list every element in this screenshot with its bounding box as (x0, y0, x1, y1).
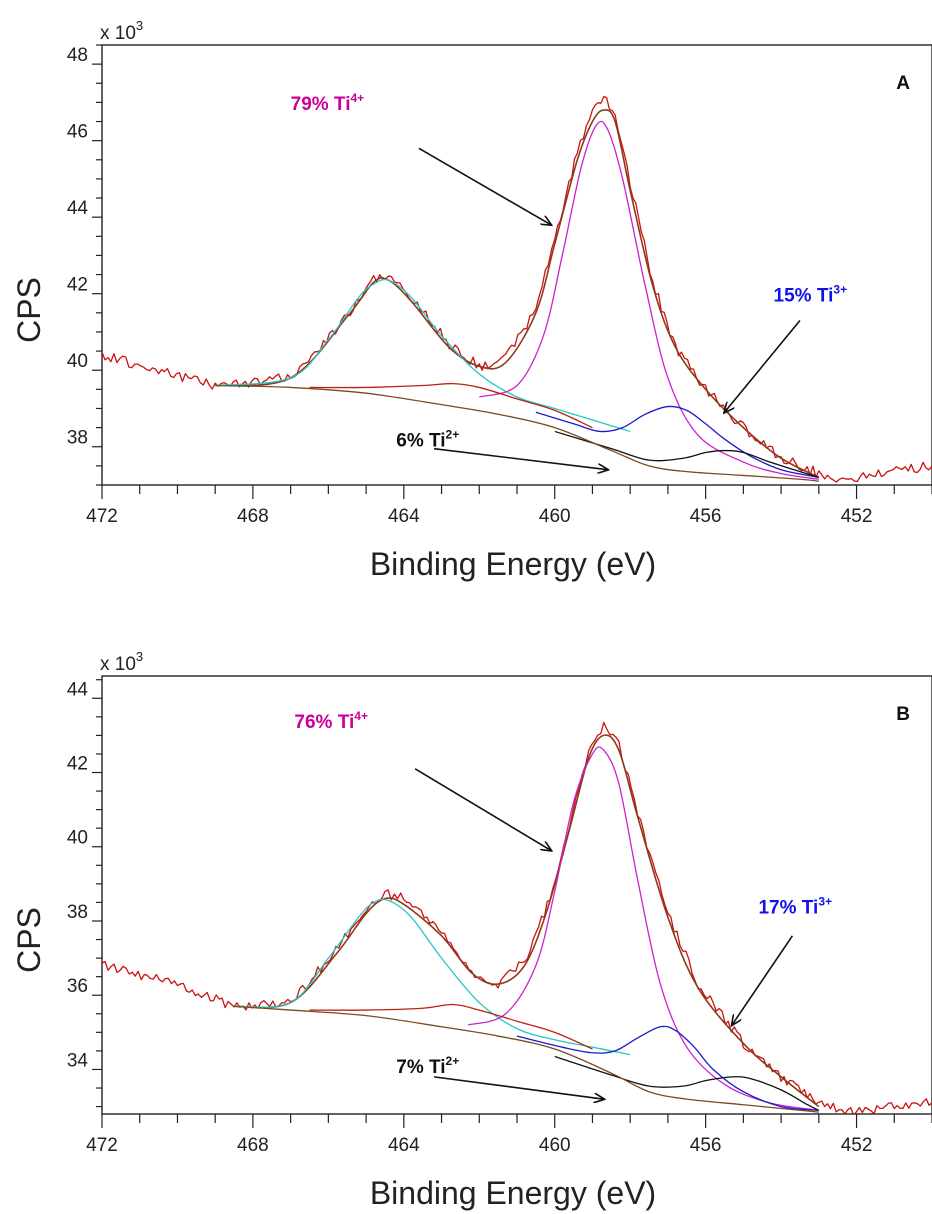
series-line-6 (554, 1055, 820, 1111)
x-tick-label: 472 (86, 1135, 118, 1156)
series-line-7 (309, 1003, 593, 1050)
x-tick-label: 464 (388, 1135, 420, 1156)
x-tick-label: 456 (690, 506, 722, 527)
y-tick-label: 38 (67, 902, 88, 923)
annotation-label: 15% Ti3+ (774, 282, 848, 306)
series-line-4 (467, 746, 819, 1111)
series-line-8 (234, 1005, 819, 1113)
x-tick-label: 460 (539, 506, 571, 527)
peak-annotation-1: 79% Ti4+ (291, 91, 551, 225)
annotation-label: 17% Ti3+ (758, 895, 832, 919)
panel-label: B (896, 704, 910, 725)
series-line-3 (234, 898, 631, 1056)
series-line-1 (102, 721, 932, 1114)
x-tick-label: 472 (86, 506, 118, 527)
chart-panel-a: 472 468 464 460 456 452 38 40 42 44 46 48 x 103 Bindi… (11, 18, 932, 582)
x-axis-title: Binding Energy (eV) (370, 1175, 656, 1211)
series-line-2 (215, 109, 820, 479)
x-tick-label: 468 (237, 1135, 269, 1156)
series-line-5 (535, 405, 819, 478)
panel-label: A (896, 73, 910, 94)
annotation-label: 7% Ti2+ (396, 1054, 459, 1078)
peak-annotation-3: 6% Ti2+ (396, 428, 607, 470)
y-axis-title: CPS (11, 907, 47, 973)
y-axis-title: CPS (11, 277, 47, 343)
plot-frame (101, 675, 932, 1115)
peak-annotation-1: 76% Ti4+ (294, 709, 551, 850)
x-tick-label: 460 (539, 1135, 571, 1156)
y-tick-label: 46 (67, 122, 88, 143)
annotation-label: 6% Ti2+ (396, 428, 459, 452)
y-tick-label: 40 (67, 828, 88, 849)
annotation-arrow (725, 319, 801, 412)
y-tick-label: 44 (67, 198, 89, 219)
x-tick-label: 468 (237, 506, 269, 527)
chart-panel-b: 472 468 464 460 456 452 34 36 38 40 42 44 x 103 Bindi… (11, 649, 932, 1211)
series-line-5 (516, 1025, 819, 1111)
y-tick-label: 42 (67, 754, 88, 775)
x-tick-label: 456 (690, 1135, 722, 1156)
y-tick-label: 36 (67, 976, 88, 997)
y-tick-label: 40 (67, 351, 88, 372)
annotation-label: 76% Ti4+ (294, 709, 368, 733)
y-tick-label: 38 (67, 428, 88, 449)
peak-annotation-3: 7% Ti2+ (396, 1054, 603, 1099)
series-line-8 (215, 384, 819, 482)
series-line-2 (233, 734, 820, 1108)
y-tick-label: 42 (67, 275, 88, 296)
annotation-arrow (732, 935, 794, 1025)
annotation-arrow (414, 768, 551, 851)
y-tick-label: 48 (67, 45, 88, 66)
x-tick-label: 452 (841, 506, 873, 527)
peak-annotation-2: 17% Ti3+ (732, 895, 832, 1025)
peak-annotation-2: 15% Ti3+ (725, 282, 848, 412)
series-line-4 (479, 120, 819, 480)
x-axis-title: Binding Energy (eV) (370, 546, 656, 582)
x-tick-label: 464 (388, 506, 420, 527)
series-line-3 (215, 278, 631, 433)
y-multiplier: x 103 (100, 649, 143, 675)
x-tick-label: 452 (841, 1135, 873, 1156)
annotation-arrow (433, 1076, 604, 1099)
series-line-7 (309, 382, 593, 429)
annotation-arrow (418, 147, 551, 225)
series-line-6 (554, 430, 820, 478)
y-multiplier: x 103 (100, 18, 143, 44)
plot-frame (101, 44, 932, 486)
annotation-label: 79% Ti4+ (291, 91, 365, 115)
y-tick-label: 44 (67, 679, 89, 700)
y-tick-label: 34 (67, 1050, 89, 1071)
annotation-arrow (433, 447, 608, 470)
